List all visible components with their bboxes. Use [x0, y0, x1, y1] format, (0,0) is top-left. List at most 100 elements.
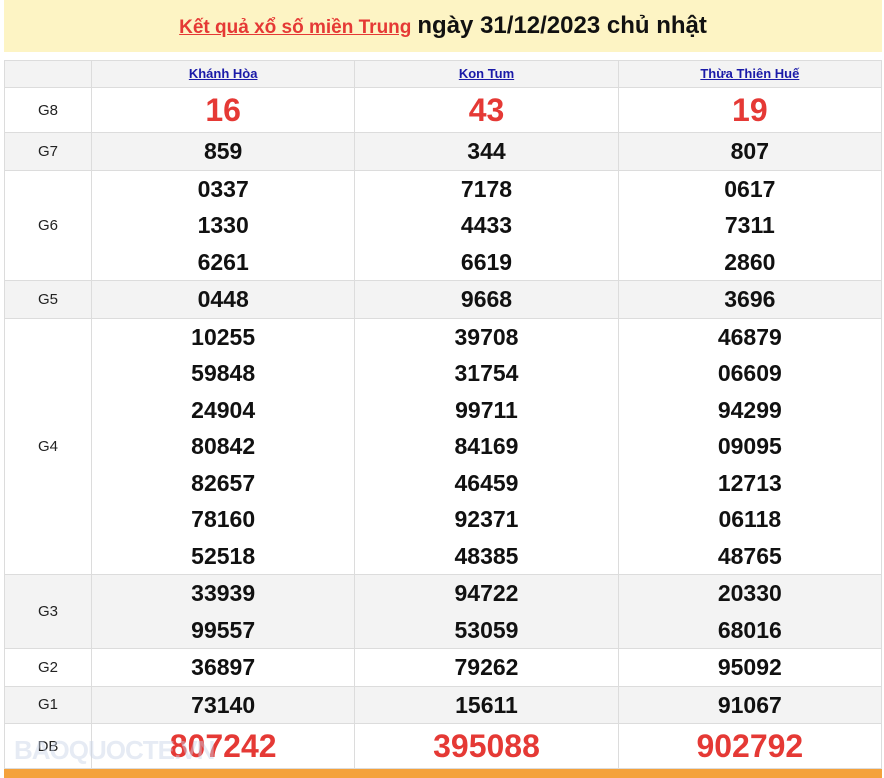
prize-label: G1 [4, 685, 92, 724]
prize-number: 3696 [724, 286, 776, 312]
prize-number: 91067 [717, 691, 782, 718]
prize-label: G3 [4, 574, 92, 649]
prize-number: 0448 [197, 286, 249, 312]
prize-cell: 79262 [354, 648, 619, 687]
prize-cell: 95092 [617, 648, 883, 687]
prize-number: 16 [205, 92, 241, 128]
page-header: Kết quả xổ số miền Trung ngày 31/12/2023 … [4, 0, 882, 52]
prize-number: 52518 [191, 542, 256, 569]
prize-number: 1330 [197, 212, 249, 238]
prize-cell: 344 [354, 132, 619, 171]
prize-cell: 46879 06609 94299 09095 12713 06118 48765 [617, 317, 883, 575]
footer-bar [4, 769, 882, 778]
prize-number: 0337 [197, 175, 249, 202]
prize-number: 68016 [717, 616, 782, 643]
prize-number: 92371 [454, 506, 519, 532]
prize-cell: 902792 [617, 723, 883, 769]
prize-number: 39708 [454, 323, 519, 350]
prize-number: 48385 [454, 542, 519, 569]
prize-cell: 19 [617, 87, 883, 133]
prize-number: 15611 [455, 691, 518, 718]
prize-label: G7 [4, 132, 92, 171]
prize-label: DB [4, 723, 92, 769]
province-link[interactable]: Thừa Thiên Huế [700, 66, 800, 81]
prize-number: 99557 [191, 616, 256, 643]
prize-cell: 0337 1330 6261 [90, 169, 356, 281]
prize-number: 94722 [454, 580, 519, 606]
prize-label: G8 [4, 87, 92, 133]
prize-number: 9668 [460, 286, 513, 312]
prize-cell: 807242 [90, 723, 356, 769]
prize-number: 859 [203, 138, 243, 164]
draw-date: ngày 31/12/2023 chủ nhật [417, 12, 707, 39]
prize-cell: 3696 [617, 280, 883, 319]
prize-row: G7 859 344 807 [4, 132, 883, 171]
prize-number: 12713 [717, 469, 782, 496]
prize-cell: 859 [90, 132, 356, 171]
prize-row: G3 33939 99557 94722 53059 20330 68016 [4, 574, 883, 649]
prize-number: 73140 [191, 691, 256, 718]
prize-cell: 7178 4433 6619 [354, 169, 619, 281]
prize-cell: 9668 [354, 280, 619, 319]
prize-cell: 36897 [90, 648, 356, 687]
prize-number: 09095 [717, 433, 782, 459]
table-header-row: Khánh Hòa Kon Tum Thừa Thiên Huế [4, 60, 883, 88]
prize-number: 10255 [191, 323, 256, 350]
province-link[interactable]: Kon Tum [458, 66, 515, 81]
prize-number: 24904 [191, 396, 256, 423]
region-results-link[interactable]: Kết quả xổ số miền Trung [179, 17, 412, 38]
header-corner [4, 60, 92, 88]
prize-number: 53059 [454, 616, 519, 643]
prize-row: G6 0337 1330 6261 7178 4433 6619 0617 7311 2860 [4, 169, 883, 281]
prize-label: G2 [4, 648, 92, 687]
prize-number: 4433 [460, 212, 513, 238]
prize-number: 95092 [717, 654, 782, 680]
watermark: BAOQUOCTE.VN [14, 735, 215, 765]
prize-number: 807242 [169, 728, 277, 764]
province-link[interactable]: Khánh Hòa [188, 66, 258, 81]
prize-number: 99711 [455, 396, 518, 423]
prize-cell: 33939 99557 [90, 574, 356, 649]
prize-number: 59848 [191, 360, 256, 386]
prize-cell: 91067 [617, 685, 883, 724]
prize-cell: 10255 59848 24904 80842 82657 78160 52518 [90, 317, 356, 575]
prize-row: G8 16 43 19 [4, 87, 883, 133]
prize-number: 19 [732, 92, 768, 128]
prize-cell: 15611 [354, 685, 619, 724]
prize-cell: 807 [617, 132, 883, 171]
prize-number: 7178 [460, 175, 513, 202]
prize-number: 20330 [717, 580, 782, 606]
prize-number: 902792 [696, 728, 804, 764]
prize-row: DB 807242 395088 902792 [4, 723, 883, 769]
prize-number: 7311 [724, 212, 775, 238]
prize-cell: 39708 31754 99711 84169 46459 92371 48385 [354, 317, 619, 575]
prize-cell: 94722 53059 [354, 574, 619, 649]
prize-row: G4 10255 59848 24904 80842 82657 78160 52518 397… [4, 317, 883, 575]
prize-number: 06609 [717, 360, 782, 386]
prize-cell: 73140 [90, 685, 356, 724]
prize-number: 344 [467, 138, 506, 164]
prize-number: 79262 [454, 654, 519, 680]
prize-number: 395088 [433, 728, 540, 764]
prize-number: 36897 [191, 654, 256, 680]
prize-row: G1 73140 15611 91067 [4, 685, 883, 724]
prize-label: G5 [4, 280, 92, 319]
prize-cell: 0448 [90, 280, 356, 319]
prize-number: 6261 [197, 248, 249, 275]
prize-number: 80842 [191, 433, 256, 459]
prize-number: 31754 [454, 360, 519, 386]
prize-cell: 0617 7311 2860 [617, 169, 883, 281]
prize-number: 43 [468, 92, 505, 128]
prize-cell: 16 [90, 87, 356, 133]
prize-cell: 43 [354, 87, 619, 133]
prize-number: 33939 [191, 580, 256, 606]
prize-number: 6619 [460, 248, 513, 275]
prize-cell: 395088 [354, 723, 619, 769]
prize-number: 0617 [724, 175, 776, 202]
prize-row: G2 36897 79262 95092 [4, 648, 883, 687]
prize-number: 2860 [724, 248, 776, 275]
prize-number: 807 [730, 138, 770, 164]
prize-number: 84169 [454, 433, 519, 459]
prize-number: 48765 [717, 542, 782, 569]
results-table: Khánh Hòa Kon Tum Thừa Thiên Huế G8 16 43 1… [4, 60, 883, 769]
